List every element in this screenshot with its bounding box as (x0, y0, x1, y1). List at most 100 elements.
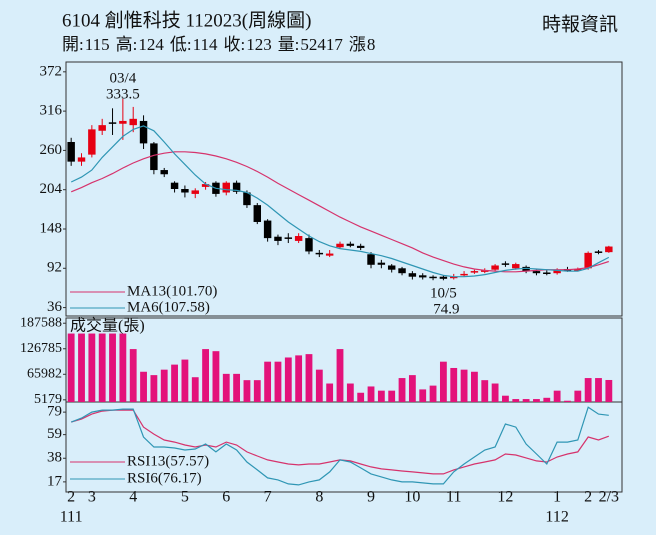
x-tick-label: 5 (181, 489, 189, 506)
volume-bar (78, 333, 85, 402)
y-tick-label: 126785 (20, 341, 62, 356)
panel-frame (65, 317, 623, 403)
volume-bar (336, 349, 344, 402)
candle-body (315, 252, 324, 255)
candle-body (181, 189, 189, 193)
volume-bar (460, 369, 468, 402)
quote-label: 高: (116, 35, 138, 54)
annotation-value: 333.5 (106, 86, 140, 102)
candle-body (284, 237, 293, 239)
volume-bar (67, 333, 75, 402)
quote-label: 開: (62, 35, 84, 54)
volume-bar (212, 351, 220, 402)
quote-value: 52417 (300, 35, 343, 54)
candle-body (201, 184, 210, 187)
volume-bar (119, 333, 127, 402)
candle-body (439, 276, 448, 279)
year-label: 111 (60, 509, 83, 526)
annotation-date: 03/4 (110, 70, 137, 86)
quote-value: 124 (138, 35, 164, 54)
volume-bar (512, 399, 520, 402)
volume-bar (88, 333, 96, 402)
x-tick-label: 12 (497, 489, 513, 506)
y-tick-label: 38 (47, 450, 62, 466)
volume-bar (171, 364, 178, 402)
annotation-date: 10/5 (430, 286, 457, 302)
candle-body (129, 118, 137, 126)
candle-body (377, 262, 386, 265)
quote-value: 8 (367, 35, 376, 54)
x-tick-label: 2 (67, 489, 75, 506)
candle-body (98, 125, 106, 131)
volume-bar (222, 373, 230, 402)
candle-body (305, 238, 313, 252)
source: 時報資訊 (542, 13, 618, 35)
candle-body (243, 192, 251, 206)
volume-bar (315, 369, 323, 402)
volume-bar (109, 333, 116, 402)
candle-body (387, 265, 396, 270)
candle-body (460, 273, 468, 276)
volume-bar (253, 380, 261, 402)
volume-bar (150, 375, 158, 402)
candle-body (346, 243, 355, 246)
y-tick-label: 260 (40, 142, 63, 158)
y-tick-label: 17 (47, 473, 63, 489)
volume-bar (522, 399, 530, 402)
volume-bar (564, 400, 571, 402)
y-tick-label: 148 (40, 220, 63, 236)
y-tick-label: 92 (47, 260, 62, 276)
volume-bar (553, 390, 561, 402)
volume-bar (367, 386, 375, 402)
candle-body (522, 266, 530, 272)
panel-frame (65, 61, 623, 317)
x-tick-label: 9 (367, 489, 375, 506)
chart-title: 6104 創惟科技 112023(周線圖) (62, 9, 311, 31)
annotation-value: 74.9 (433, 302, 459, 318)
quote-value: 123 (246, 35, 272, 54)
candle-body (584, 252, 592, 269)
volume-bar (243, 380, 251, 402)
x-tick-label: 8 (315, 489, 323, 506)
volume-bar (377, 390, 385, 402)
volume-bar (181, 359, 189, 402)
volume-bar (305, 354, 313, 402)
candle-body (253, 205, 262, 222)
y-tick-label: 5179 (34, 392, 62, 407)
volume-bar (429, 385, 437, 402)
candle-body (470, 271, 479, 273)
volume-bar (574, 390, 582, 402)
candle-body (160, 170, 168, 175)
x-tick-label: 7 (264, 489, 272, 506)
volume-bar (284, 357, 292, 402)
volume-bar (481, 380, 489, 402)
volume-bar (595, 378, 602, 402)
candle-body (501, 263, 510, 265)
legend-label: RSI6(76.17) (127, 470, 202, 486)
volume-bar (388, 390, 396, 402)
volume-title: 成交量(張) (70, 317, 145, 335)
candle-body (450, 276, 458, 279)
volume-bar (533, 399, 540, 402)
legend-label: MA6(107.58) (127, 299, 210, 315)
candle-body (88, 129, 96, 155)
quote-label: 漲 (349, 35, 366, 54)
candle-body (491, 265, 499, 270)
candle-body (222, 182, 230, 193)
volume-bar (295, 355, 303, 402)
candle-body (139, 120, 148, 144)
volume-bar (491, 383, 499, 402)
volume-bar (346, 383, 354, 402)
year-label: 112 (545, 509, 568, 526)
volume-bar (202, 349, 209, 402)
volume-bar (160, 369, 168, 402)
volume-bar (502, 395, 509, 402)
volume-bar (264, 361, 272, 402)
candle-body (532, 271, 541, 274)
volume-bar (129, 349, 137, 402)
volume-bar (408, 375, 416, 402)
quote-value: 115 (85, 35, 110, 54)
legend-label: RSI13(57.57) (127, 453, 209, 469)
volume-bar (233, 373, 241, 402)
volume-bar (357, 392, 365, 402)
